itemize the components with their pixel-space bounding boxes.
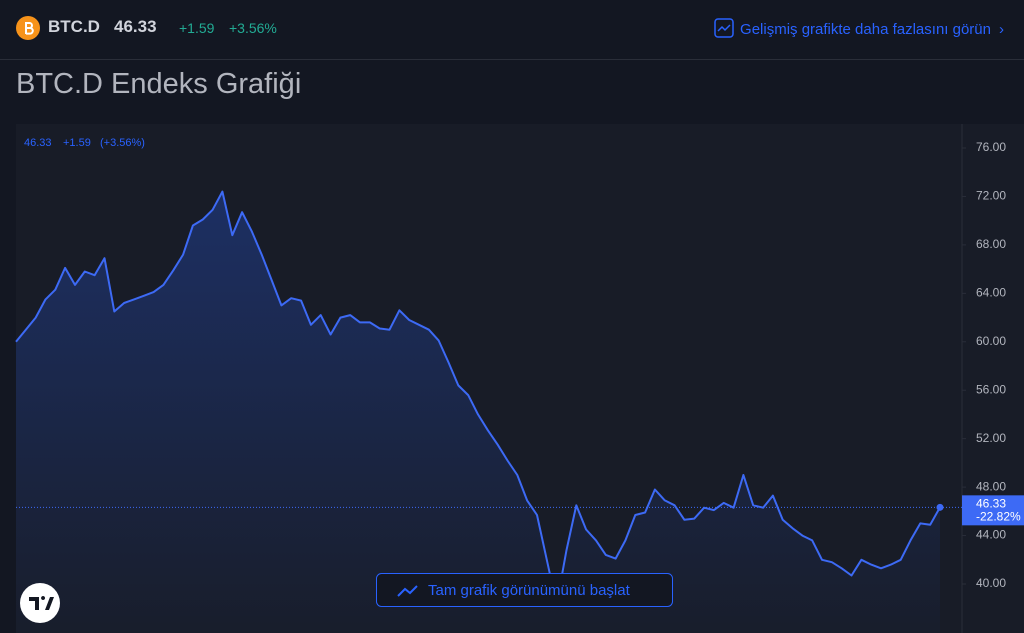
price-line (15, 190, 941, 606)
tv-logo (20, 583, 60, 623)
y-tick-label: 40.00 (976, 576, 1006, 590)
y-tick-label: 72.00 (976, 189, 1006, 203)
legend-change: +1.59 (63, 137, 91, 149)
y-tick-label: 68.00 (976, 237, 1006, 251)
last-change-label: -22.82% (976, 510, 1021, 524)
change: +1.59 (179, 20, 215, 36)
change-pct: +3.56% (229, 20, 277, 36)
symbol: BTC.D (48, 17, 100, 36)
y-tick-label: 60.00 (976, 334, 1006, 348)
button-text[interactable]: Tam grafik görünümünü başlat (428, 582, 631, 599)
y-tick-label: 56.00 (976, 382, 1006, 396)
header: BTC.D 46.33 +1.59 +3.56% Gelişmiş grafik… (0, 0, 1024, 60)
link-text[interactable]: Gelişmiş grafikte daha fazlasını görün (740, 21, 991, 38)
page-title: BTC.D Endeks Grafiği (16, 68, 302, 100)
price: 46.33 (114, 17, 157, 36)
advanced-chart-link[interactable]: Gelişmiş grafikte daha fazlasını görün › (714, 18, 1004, 38)
area-fill (16, 191, 940, 633)
y-tick-label: 64.00 (976, 286, 1006, 300)
y-tick-label: 48.00 (976, 479, 1006, 493)
link-icon (714, 18, 734, 38)
y-tick-label: 44.00 (976, 528, 1006, 542)
price-label-box (962, 495, 1024, 526)
fullscreen-button[interactable]: Tam grafik görünümünü başlat (376, 573, 673, 607)
last-point (936, 503, 944, 511)
y-tick-label: 52.00 (976, 431, 1006, 445)
y-tick-label: 76.00 (976, 140, 1006, 154)
last-price-label: 46.33 (976, 497, 1006, 511)
legend-change-pct: (+3.56%) (100, 137, 145, 149)
coin-icon (16, 16, 40, 40)
plot: 40.00 44.00 48.00 52.00 56.00 60.00 64.00 68.00… (15, 140, 1024, 633)
legend-value: 46.33 (24, 137, 52, 149)
